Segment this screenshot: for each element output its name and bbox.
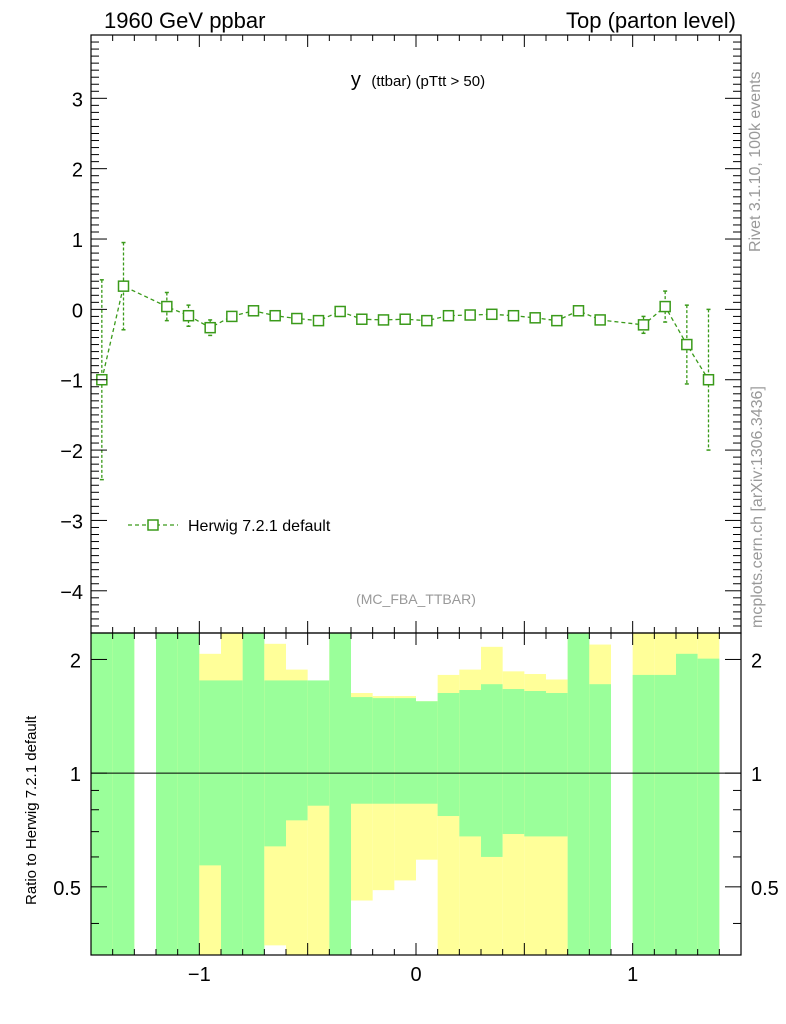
main-y-tick-label: −2 — [60, 441, 83, 463]
ratio-inner-band-bin — [221, 680, 243, 955]
legend-marker — [147, 519, 159, 531]
header-right: Top (parton level) — [566, 8, 736, 33]
mc-point — [377, 314, 390, 326]
ratio-inner-band-bin — [524, 691, 546, 837]
ratio-inner-band-bin — [632, 674, 655, 955]
ratio-inner-band-bin — [264, 680, 286, 847]
mc-point — [507, 309, 520, 322]
legend: Herwig 7.2.1 default — [128, 518, 331, 535]
x-tick-label: 1 — [627, 964, 638, 986]
mc-point — [117, 280, 130, 292]
mc-point — [551, 314, 563, 327]
mc-point — [637, 319, 650, 331]
legend-label: Herwig 7.2.1 default — [188, 518, 331, 535]
ratio-inner-band-bin — [502, 689, 525, 835]
mc-point — [464, 309, 476, 321]
mc-point — [659, 300, 671, 313]
main-y-tick-label: 2 — [72, 160, 83, 182]
ratio-y-axis-label: Ratio to Herwig 7.2.1 default — [23, 715, 40, 905]
ratio-bands — [91, 633, 720, 955]
ratio-inner-band-bin — [697, 658, 720, 955]
ratio-inner-band-bin — [177, 633, 200, 955]
mcplots-source-label: mcplots.cern.ch [arXiv:1306.3436] — [749, 386, 766, 628]
axis-ticks — [90, 35, 742, 955]
ratio-inner-band-bin — [307, 680, 330, 806]
mc-point — [681, 338, 693, 351]
mc-point — [356, 313, 368, 325]
mc-point — [226, 310, 238, 323]
mc-point — [334, 305, 346, 318]
ratio-inner-band-bin — [546, 693, 568, 837]
x-tick-label: 0 — [410, 964, 421, 986]
mc-point — [421, 314, 433, 327]
mc-point — [182, 309, 195, 322]
ratio-y-tick-label-right: 2 — [751, 650, 762, 672]
ratio-inner-band-bin — [589, 684, 611, 955]
ratio-inner-band-bin — [242, 633, 265, 955]
analysis-watermark: (MC_FBA_TTBAR) — [356, 591, 476, 607]
ratio-inner-band-bin — [394, 698, 416, 804]
main-y-tick-label: 1 — [72, 230, 83, 252]
ratio-inner-band-bin — [156, 633, 178, 955]
mc-point — [572, 305, 585, 317]
ratio-inner-band-bin — [351, 697, 373, 804]
x-tick-label: −1 — [188, 964, 211, 986]
ratio-inner-band-bin — [437, 693, 460, 817]
plot-title: y (ttbar) (pTtt > 50) — [351, 69, 485, 91]
mc-point — [291, 312, 303, 325]
ratio-inner-band-bin — [286, 680, 308, 821]
ratio-inner-band-bin — [654, 674, 676, 955]
ratio-inner-band-bin — [567, 633, 590, 955]
ratio-inner-band-bin — [112, 633, 135, 955]
mc-series-line — [101, 285, 710, 381]
mc-point — [247, 305, 260, 317]
mc-point — [312, 314, 325, 327]
ratio-inner-band-bin — [676, 653, 698, 955]
ratio-inner-band-bin — [329, 633, 351, 955]
main-y-tick-label: −1 — [60, 371, 83, 393]
ratio-inner-band-bin — [416, 701, 438, 804]
mc-point — [442, 309, 455, 322]
plot-title-sub: (ttbar) (pTtt > 50) — [371, 73, 485, 90]
mc-point — [529, 312, 541, 324]
main-y-tick-label: −3 — [60, 511, 83, 533]
ratio-inner-band-bin — [481, 684, 503, 857]
ratio-inner-band-bin — [91, 633, 113, 955]
plot-title-main: y — [351, 69, 361, 91]
ratio-y-tick-label-left: 2 — [70, 650, 81, 672]
ratio-y-tick-label-right: 0.5 — [751, 878, 779, 900]
ratio-inner-band-bin — [459, 690, 481, 837]
mc-point — [399, 313, 411, 325]
ratio-inner-band-bin — [372, 698, 395, 804]
main-y-tick-label: −4 — [60, 582, 83, 604]
ratio-y-tick-label-left: 1 — [70, 764, 81, 786]
tick-labels: −4 −3 −2 −1 0 1 2 3 0.5 0.5 1 1 2 2 −1 0 1 — [53, 89, 779, 986]
mc-point — [594, 314, 606, 326]
mc-point — [269, 309, 281, 322]
main-y-tick-label: 0 — [72, 300, 83, 322]
ratio-y-tick-label-right: 1 — [751, 764, 762, 786]
rivet-version-label: Rivet 3.1.10, 100k events — [747, 71, 764, 252]
mc-point — [486, 308, 498, 321]
mc-point — [161, 300, 173, 313]
ratio-y-tick-label-left: 0.5 — [53, 878, 81, 900]
main-y-tick-label: 3 — [72, 89, 83, 111]
header-left: 1960 GeV ppbar — [104, 8, 265, 33]
mc-series — [96, 241, 715, 481]
mc-point — [702, 373, 715, 386]
mc-point — [204, 321, 216, 334]
